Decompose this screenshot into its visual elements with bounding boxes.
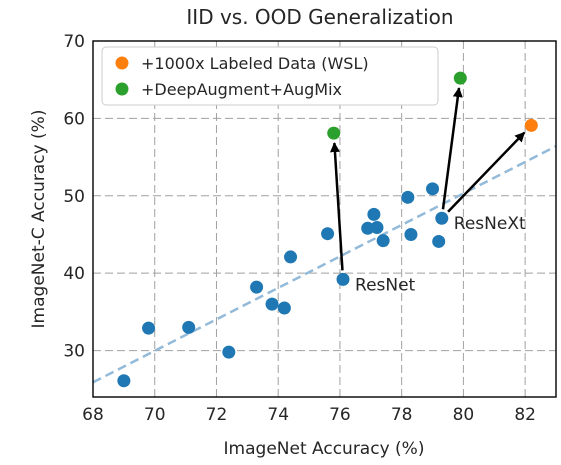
plot-frame [92, 40, 557, 398]
arrows-group [329, 87, 526, 271]
data-point [336, 272, 350, 286]
arrow [447, 131, 526, 213]
data-point [277, 301, 291, 315]
legend-label: +1000x Labeled Data (WSL) [141, 54, 369, 73]
x-tick-label: 70 [144, 405, 166, 425]
data-point [432, 234, 446, 248]
legend: +1000x Labeled Data (WSL) +DeepAugment+Au… [101, 46, 439, 106]
data-point [327, 126, 341, 140]
x-tick-label: 78 [391, 405, 413, 425]
x-tick-label: 76 [329, 405, 351, 425]
annotations-group: ResNet ResNeXt [355, 214, 526, 295]
x-tick-label: 82 [514, 405, 536, 425]
y-tick-label: 30 [63, 342, 85, 362]
data-point [370, 221, 384, 235]
data-point [435, 211, 449, 225]
legend-marker [115, 82, 129, 96]
y-axis-label: ImageNet-C Accuracy (%) [29, 110, 49, 329]
arrow [441, 87, 463, 210]
y-tick-label: 40 [63, 264, 85, 284]
x-tick-label: 72 [206, 405, 228, 425]
trendline-group [92, 145, 557, 384]
y-tick-label: 60 [63, 109, 85, 129]
data-point [376, 234, 390, 248]
data-point [117, 374, 131, 388]
data-point [361, 221, 375, 235]
arrow [329, 142, 344, 271]
tick-labels: 68 70 72 74 76 78 80 82 30 40 50 60 70 [63, 32, 536, 425]
data-point [182, 320, 196, 334]
x-tick-label: 80 [453, 405, 475, 425]
y-tick-label: 50 [63, 187, 85, 207]
data-point [426, 182, 440, 196]
data-point [367, 207, 381, 221]
legend-marker [115, 56, 129, 70]
data-point [524, 118, 538, 132]
data-point [284, 250, 298, 264]
legend-label: +DeepAugment+AugMix [141, 80, 342, 99]
y-tick-label: 70 [63, 32, 85, 52]
data-point [222, 345, 236, 359]
x-axis-label: ImageNet Accuracy (%) [224, 439, 425, 459]
data-point [142, 321, 156, 335]
data-point [453, 71, 467, 85]
annotation-label: ResNeXt [454, 214, 526, 234]
data-point [250, 280, 264, 294]
annotation-label: ResNet [355, 275, 416, 295]
trendline [92, 145, 557, 384]
data-point [401, 190, 415, 204]
x-tick-label: 74 [267, 405, 289, 425]
data-point [265, 297, 279, 311]
data-point [321, 227, 335, 241]
x-tick-label: 68 [82, 405, 104, 425]
legend-box [101, 46, 439, 106]
data-point [404, 227, 418, 241]
chart-title: IID vs. OOD Generalization [186, 5, 453, 29]
points-group [117, 71, 538, 388]
